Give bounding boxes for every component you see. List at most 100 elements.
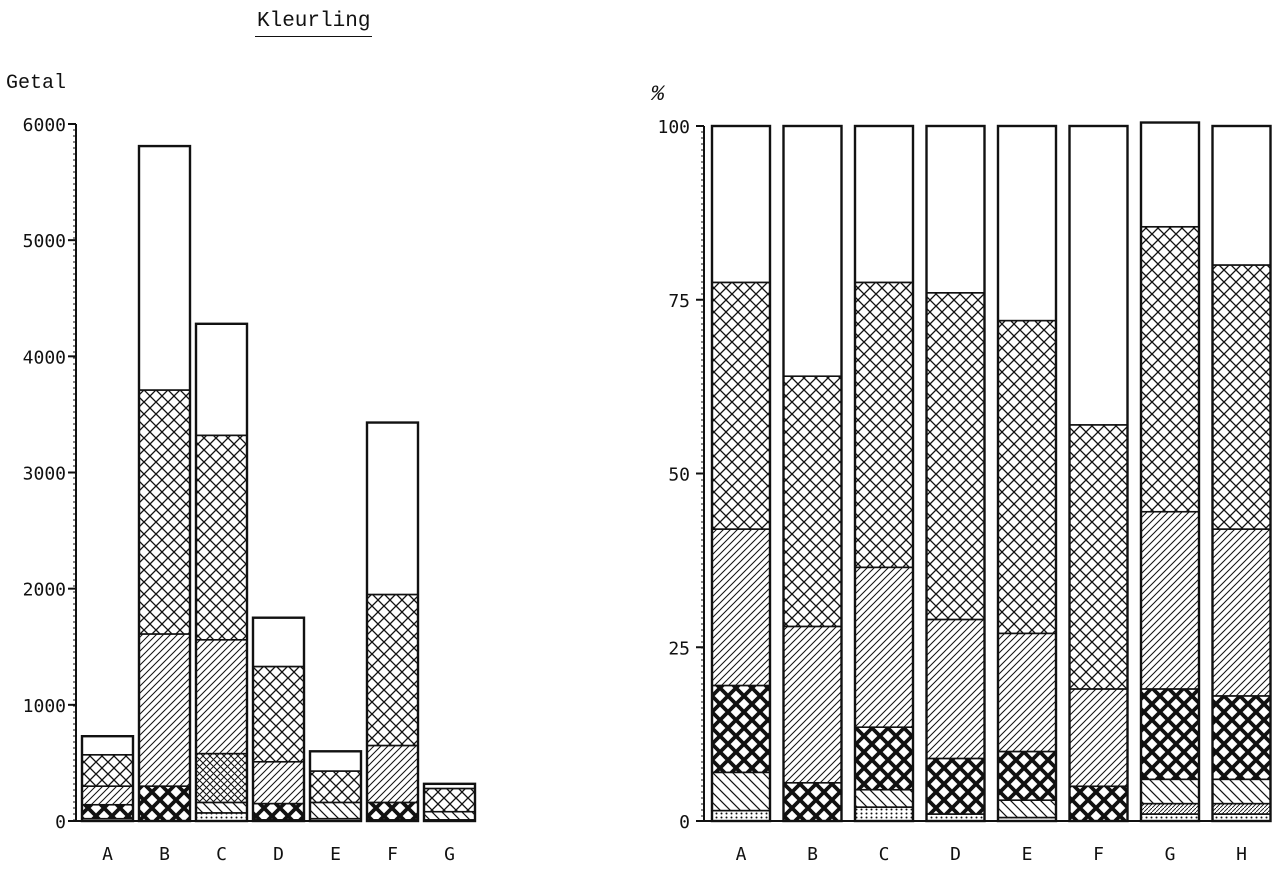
bar-segment-c-back-hatch <box>854 788 914 808</box>
bar-segment-d-crosshatch-fine <box>925 291 986 621</box>
x-tick-label: C <box>879 844 890 865</box>
bar-outline-h <box>1211 124 1272 823</box>
bar-segment-h-small-hatch <box>1211 802 1272 815</box>
bar-segment-c-empty <box>854 125 914 284</box>
bar-segment-e-crosshatch-fine <box>309 770 362 804</box>
bar-segment-c-dots <box>854 806 914 822</box>
y-tick-label: 3000 <box>23 464 66 485</box>
y-tick-label: 75 <box>668 291 690 312</box>
right-chart: 0 25 50 75 100 A B C D E F G H <box>657 117 1272 865</box>
bar-segment-a-dots <box>711 809 771 822</box>
bar-segment-e-empty <box>997 125 1057 322</box>
bar-outline-e <box>308 750 363 823</box>
bar-segment-b-diagonal-hatch <box>138 633 191 787</box>
bar-segment-a-bold-crosshatch <box>711 684 771 774</box>
bar-segment-g-back-hatch <box>423 810 476 821</box>
bar-segment-c-diagonal-hatch <box>195 638 248 755</box>
y-tick-label: 100 <box>657 117 690 138</box>
bar-segment-g-small-hatch <box>1140 802 1200 815</box>
bar-segment-f-diagonal-hatch <box>366 744 419 804</box>
bar-segment-f-crosshatch-fine <box>1068 424 1129 690</box>
bar-outline-g <box>1139 121 1201 823</box>
y-tick-label: 50 <box>668 465 690 486</box>
y-tick-label: 0 <box>679 812 690 833</box>
bar-segment-e-back-hatch <box>997 799 1057 819</box>
bar-segment-h-crosshatch-fine <box>1211 264 1272 530</box>
bar-outline-a <box>80 734 135 823</box>
bar-segment-a-back-hatch <box>711 771 771 812</box>
bar-segment-c-crosshatch-fine <box>195 434 248 641</box>
x-tick-label: B <box>159 844 170 865</box>
bar-segment-f-bold-crosshatch <box>1068 785 1129 822</box>
bar-segment-h-back-hatch <box>1211 778 1272 805</box>
bar-segment-d-bold-crosshatch <box>252 802 305 821</box>
bar-segment-a-bold-crosshatch <box>81 803 134 820</box>
bar-segment-b-bold-crosshatch <box>782 781 843 822</box>
bar-segment-a-crosshatch-fine <box>81 753 134 787</box>
y-tick-label: 4000 <box>23 347 66 368</box>
y-tick-label: 1000 <box>23 696 66 717</box>
bar-outline-c <box>194 322 249 823</box>
bar-outline-d <box>251 616 306 823</box>
bar-segment-e-empty <box>309 750 362 772</box>
x-tick-label: F <box>1093 844 1104 865</box>
x-tick-label: C <box>216 844 227 865</box>
bar-segment-b-bold-crosshatch <box>138 785 191 822</box>
bar-segment-d-empty <box>252 616 305 668</box>
right-y-axis-title: % <box>651 82 665 107</box>
bar-outline-b <box>137 144 192 823</box>
bar-segment-b-crosshatch-fine <box>138 389 191 635</box>
bar-segment-a-diagonal-hatch <box>81 785 134 806</box>
bar-segment-g-crosshatch-fine <box>1140 225 1200 513</box>
bar-segment-a-crosshatch-fine <box>711 281 771 530</box>
bar-segment-g-back-hatch <box>1140 778 1200 805</box>
bar-segment-a-diagonal-hatch <box>711 528 771 687</box>
x-tick-label: E <box>1022 844 1033 865</box>
bar-segment-h-bold-crosshatch <box>1211 695 1272 781</box>
chart-title: Kleurling <box>255 10 373 37</box>
bar-outline-b <box>782 124 843 823</box>
x-tick-label: A <box>102 844 113 865</box>
x-tick-label: G <box>444 844 455 865</box>
left-y-axis-title: Getal <box>6 72 67 95</box>
bar-segment-c-crosshatch-small <box>195 752 248 804</box>
y-tick-label: 25 <box>668 638 690 659</box>
bar-segment-e-back-hatch <box>309 801 362 820</box>
bar-segment-f-empty <box>1068 125 1129 426</box>
bar-segment-c-back-hatch <box>195 801 248 814</box>
y-tick-label: 2000 <box>23 580 66 601</box>
x-tick-label: D <box>273 844 284 865</box>
y-tick-label: 6000 <box>23 115 66 136</box>
bar-segment-e-diagonal-hatch <box>997 632 1057 753</box>
x-tick-label: D <box>950 844 961 865</box>
bar-segment-g-diagonal-hatch <box>1140 510 1200 690</box>
x-tick-label: F <box>387 844 398 865</box>
left-chart: 0 1000 2000 3000 4000 5000 6000 A B C D E F G <box>23 115 477 865</box>
bar-segment-d-bold-crosshatch <box>925 757 986 815</box>
bar-segment-e-crosshatch-fine <box>997 319 1057 635</box>
bar-segment-d-diagonal-hatch <box>252 760 305 805</box>
bar-segment-f-diagonal-hatch <box>1068 688 1129 788</box>
bar-outline-c <box>853 124 915 823</box>
bar-segment-b-diagonal-hatch <box>782 625 843 784</box>
bar-outline-f <box>365 421 420 823</box>
bar-segment-h-diagonal-hatch <box>1211 528 1272 697</box>
bar-segment-d-diagonal-hatch <box>925 618 986 760</box>
bar-segment-c-crosshatch-fine <box>854 281 914 569</box>
bar-segment-g-empty <box>1140 121 1200 228</box>
bar-segment-g-crosshatch-fine <box>423 787 476 813</box>
bar-segment-b-empty <box>138 145 191 391</box>
bar-segment-a-empty <box>711 125 771 284</box>
bar-outline-f <box>1068 124 1129 823</box>
bar-segment-f-crosshatch-fine <box>366 593 419 747</box>
bar-outline-g <box>422 782 477 823</box>
bar-segment-d-crosshatch-fine <box>252 665 305 763</box>
y-tick-label: 0 <box>55 812 66 833</box>
bar-segment-a-empty <box>81 735 134 756</box>
bar-segment-d-empty <box>925 125 986 294</box>
bar-segment-c-bold-crosshatch <box>854 726 914 791</box>
x-tick-label: G <box>1165 844 1176 865</box>
x-tick-label: H <box>1236 844 1247 865</box>
bar-segment-f-bold-crosshatch <box>366 801 419 821</box>
bar-segment-f-empty <box>366 421 419 596</box>
